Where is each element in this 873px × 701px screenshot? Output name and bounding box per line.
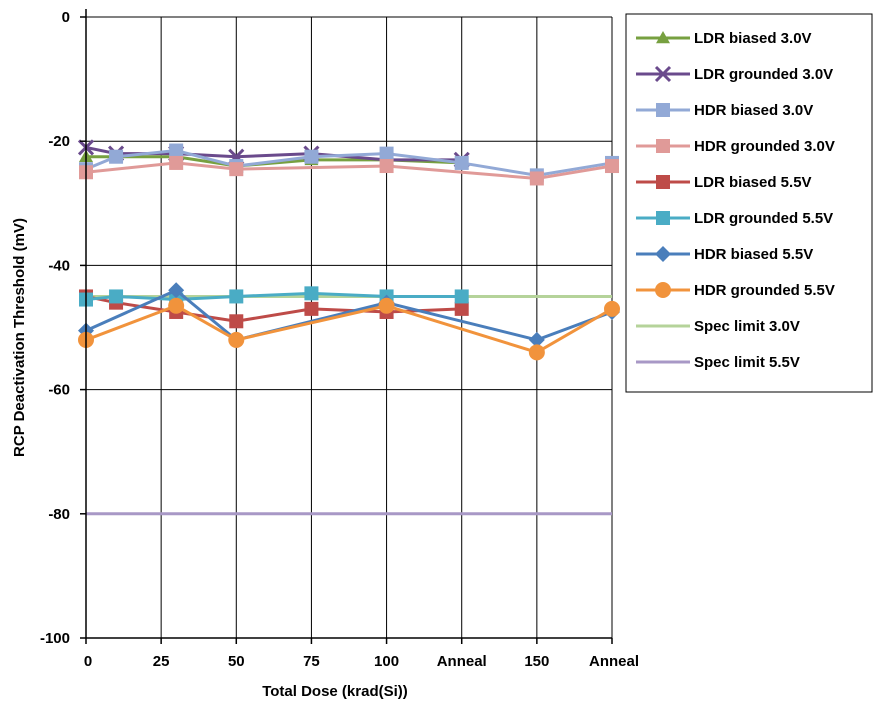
- circle-marker: [228, 331, 245, 348]
- square-marker: [304, 286, 319, 301]
- diamond-marker: [528, 331, 545, 348]
- square-marker: [109, 289, 124, 304]
- square-marker: [304, 149, 319, 164]
- legend-label: Spec limit 3.0V: [694, 318, 800, 335]
- series-line: [85, 161, 613, 180]
- x-tick-label: 25: [153, 653, 170, 670]
- square-marker: [304, 301, 319, 316]
- square-marker: [229, 289, 244, 304]
- circle-marker: [168, 297, 185, 314]
- x-marker: [654, 65, 672, 83]
- x-marker-stroke: [654, 65, 672, 83]
- series-layer: [77, 139, 620, 516]
- legend-label: HDR grounded 5.5V: [694, 282, 835, 299]
- square-marker: [454, 301, 469, 316]
- y-axis-title: RCP Deactivation Threshold (mV): [11, 218, 28, 457]
- x-tick-label: 100: [374, 653, 399, 670]
- square-marker: [109, 149, 124, 164]
- circle-marker: [604, 300, 620, 317]
- square-marker: [229, 314, 244, 329]
- x-tick-label: 50: [228, 653, 245, 670]
- x-tick-label: 0: [84, 653, 92, 670]
- circle-marker: [528, 344, 545, 361]
- diamond-marker: [655, 246, 671, 262]
- legend-item: Spec limit 5.5V: [636, 354, 800, 371]
- axes: [85, 9, 612, 639]
- square-marker: [169, 155, 184, 170]
- legend-label: LDR biased 3.0V: [694, 30, 812, 47]
- diamond-marker: [168, 282, 185, 299]
- square-marker: [454, 155, 469, 170]
- series-line: [85, 288, 613, 342]
- square-marker: [656, 211, 670, 225]
- series-hdr-grounded-5-5v: [78, 297, 620, 361]
- legend-item: LDR grounded 5.5V: [636, 210, 833, 227]
- legend-item: LDR biased 3.0V: [636, 30, 812, 47]
- legend-label: LDR biased 5.5V: [694, 174, 812, 191]
- legend-label: HDR biased 5.5V: [694, 246, 813, 263]
- square-marker: [379, 146, 394, 161]
- x-axis-title: Total Dose (krad(Si)): [262, 683, 408, 700]
- legend-label: LDR grounded 3.0V: [694, 66, 833, 83]
- legend: LDR biased 3.0V LDR grounded 3.0V HDR bias…: [625, 13, 873, 393]
- circle-marker: [378, 297, 395, 314]
- y-tick-label: 0: [62, 9, 70, 26]
- legend-item: HDR grounded 5.5V: [636, 282, 835, 299]
- square-marker: [379, 159, 394, 174]
- y-tick-label: -60: [48, 382, 70, 399]
- legend-item: Spec limit 3.0V: [636, 318, 800, 335]
- square-marker: [605, 159, 619, 174]
- square-marker: [454, 289, 469, 304]
- triangle-marker: [656, 31, 670, 44]
- square-marker: [656, 103, 670, 117]
- legend-label: LDR grounded 5.5V: [694, 210, 833, 227]
- y-tick-label: -80: [48, 506, 70, 523]
- ticks: 0 -20 -40 -60 -80 -100 0 25 50 75 100 Anneal 150 Anne…: [40, 9, 639, 670]
- square-marker: [229, 162, 244, 177]
- legend-item: LDR grounded 3.0V: [636, 65, 833, 83]
- circle-marker: [655, 282, 671, 298]
- x-tick-label: 150: [524, 653, 549, 670]
- x-tick-label: Anneal: [589, 653, 639, 670]
- legend-label: Spec limit 5.5V: [694, 354, 800, 371]
- legend-item: HDR biased 5.5V: [636, 246, 813, 263]
- y-tick-label: -20: [48, 133, 70, 150]
- square-marker: [529, 171, 544, 186]
- square-marker: [656, 175, 670, 189]
- y-tick-label: -100: [40, 630, 70, 647]
- series-hdr-grounded-3-0v: [79, 155, 619, 186]
- legend-item: HDR grounded 3.0V: [636, 138, 835, 155]
- grid: [86, 16, 613, 638]
- x-tick-label: Anneal: [437, 653, 487, 670]
- legend-item: HDR biased 3.0V: [636, 102, 813, 119]
- legend-label: HDR biased 3.0V: [694, 102, 813, 119]
- y-tick-label: -40: [48, 257, 70, 274]
- series-line: [85, 304, 613, 354]
- x-tick-label: 75: [303, 653, 320, 670]
- square-marker: [656, 139, 670, 153]
- square-marker: [169, 143, 184, 158]
- legend-item: LDR biased 5.5V: [636, 174, 812, 191]
- legend-label: HDR grounded 3.0V: [694, 138, 835, 155]
